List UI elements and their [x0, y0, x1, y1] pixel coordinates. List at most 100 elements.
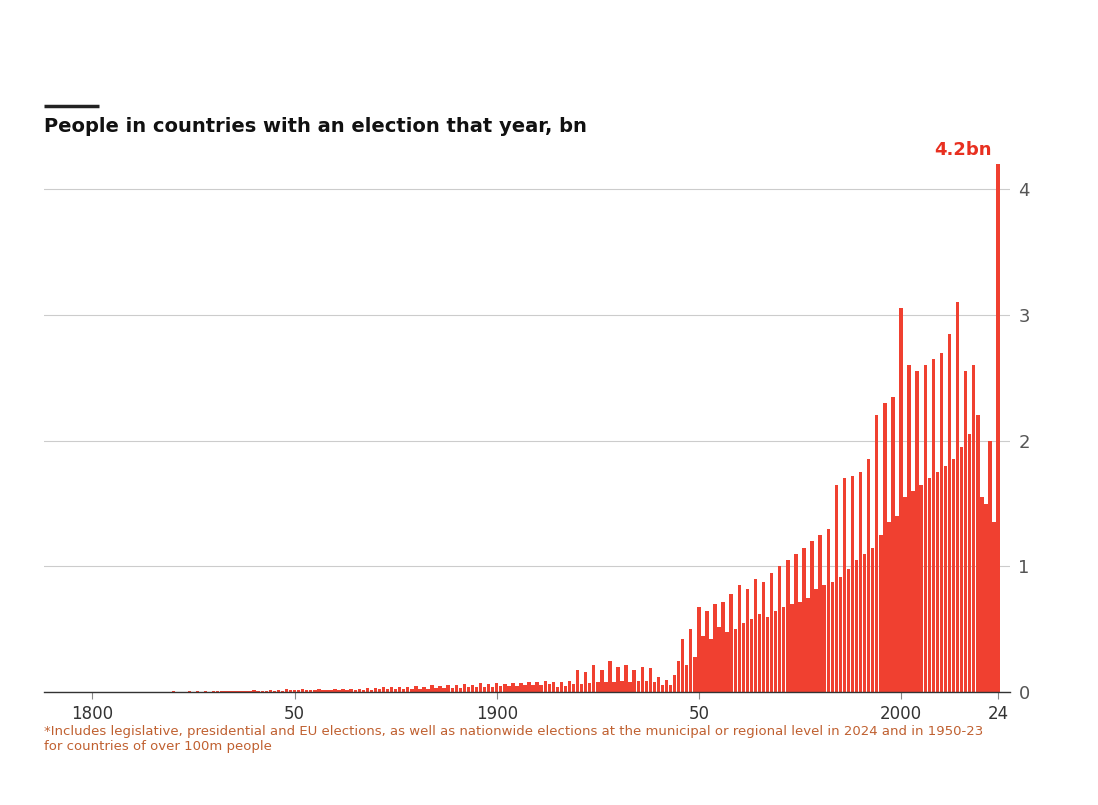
Bar — [272, 691, 276, 692]
Bar — [637, 681, 640, 692]
Bar — [358, 689, 361, 692]
Bar — [652, 682, 657, 692]
Bar — [919, 485, 923, 692]
Bar — [289, 691, 292, 692]
Bar — [592, 665, 595, 692]
Bar — [726, 632, 729, 692]
Bar — [337, 690, 340, 692]
Bar — [839, 576, 842, 692]
Bar — [834, 485, 838, 692]
Bar — [406, 687, 410, 692]
Bar — [584, 672, 587, 692]
Bar — [596, 682, 600, 692]
Bar — [859, 472, 862, 692]
Bar — [519, 683, 523, 692]
Bar — [753, 579, 758, 692]
Bar — [426, 688, 429, 692]
Bar — [418, 688, 422, 692]
Bar — [471, 685, 474, 692]
Bar — [447, 685, 450, 692]
Bar — [972, 365, 975, 692]
Bar — [341, 689, 345, 692]
Bar — [750, 619, 753, 692]
Bar — [842, 478, 847, 692]
Bar — [455, 685, 458, 692]
Bar — [260, 691, 264, 692]
Bar — [450, 687, 453, 692]
Bar — [382, 687, 385, 692]
Bar — [385, 689, 390, 692]
Bar — [935, 472, 939, 692]
Bar — [640, 667, 645, 692]
Bar — [758, 614, 761, 692]
Bar — [479, 683, 482, 692]
Bar — [673, 675, 676, 692]
Bar — [253, 691, 256, 692]
Bar — [378, 689, 381, 692]
Bar — [220, 691, 224, 692]
Bar — [500, 686, 503, 692]
Bar — [531, 685, 535, 692]
Bar — [423, 687, 426, 692]
Bar — [733, 630, 737, 692]
Bar — [657, 677, 660, 692]
Bar — [293, 690, 296, 692]
Bar — [830, 581, 834, 692]
Bar — [892, 397, 895, 692]
Bar — [430, 685, 434, 692]
Bar — [628, 682, 631, 692]
Bar — [685, 665, 688, 692]
Bar — [604, 682, 607, 692]
Bar — [746, 589, 749, 692]
Bar — [887, 522, 890, 692]
Bar — [462, 684, 466, 692]
Bar — [738, 585, 741, 692]
Bar — [907, 365, 911, 692]
Bar — [245, 691, 248, 692]
Bar — [709, 639, 713, 692]
Bar — [883, 402, 886, 692]
Bar — [204, 691, 208, 692]
Bar — [620, 681, 624, 692]
Bar — [301, 689, 304, 692]
Bar — [661, 685, 664, 692]
Bar — [544, 681, 547, 692]
Bar — [410, 689, 414, 692]
Bar — [313, 691, 316, 692]
Bar — [589, 683, 592, 692]
Bar — [568, 681, 571, 692]
Text: 4.2bn: 4.2bn — [934, 141, 991, 159]
Bar — [575, 670, 580, 692]
Bar — [798, 601, 802, 692]
Bar — [774, 610, 777, 692]
Bar — [993, 522, 996, 692]
Bar — [863, 554, 866, 692]
Bar — [491, 687, 494, 692]
Bar — [940, 353, 943, 692]
Bar — [467, 687, 470, 692]
Bar — [503, 684, 506, 692]
Bar — [329, 690, 333, 692]
Bar — [855, 560, 859, 692]
Bar — [236, 691, 239, 692]
Bar — [224, 691, 227, 692]
Bar — [911, 491, 915, 692]
Bar — [697, 607, 701, 692]
Bar — [964, 371, 967, 692]
Bar — [928, 478, 931, 692]
Bar — [851, 476, 854, 692]
Bar — [459, 687, 462, 692]
Bar — [984, 504, 987, 692]
Bar — [524, 685, 527, 692]
Bar — [956, 302, 960, 692]
Bar — [269, 690, 272, 692]
Bar — [847, 569, 850, 692]
Bar — [952, 460, 955, 692]
Bar — [232, 691, 236, 692]
Bar — [248, 691, 251, 692]
Bar — [968, 435, 972, 692]
Bar — [782, 607, 785, 692]
Bar — [717, 627, 720, 692]
Bar — [305, 691, 309, 692]
Bar — [296, 691, 301, 692]
